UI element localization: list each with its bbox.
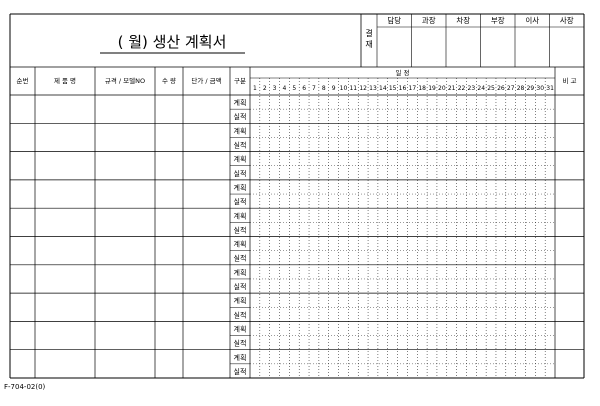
row-type-label: 계획: [234, 240, 247, 249]
column-header: 제 품 명: [54, 76, 76, 85]
day-number: 25: [487, 85, 495, 92]
day-number: 10: [340, 85, 348, 92]
column-header: 구분: [234, 77, 246, 85]
row-type-label: 계획: [234, 183, 247, 192]
day-number: 15: [389, 85, 397, 92]
day-number: 13: [369, 85, 377, 92]
column-header: 비 고: [562, 76, 576, 85]
row-type-label: 계획: [234, 268, 247, 277]
day-number: 7: [312, 85, 316, 92]
row-type-label: 계획: [234, 98, 247, 107]
row-type-label: 실적: [234, 254, 247, 263]
row-type-label: 실적: [234, 310, 247, 319]
row-type-label: 실적: [234, 141, 247, 150]
day-number: 22: [458, 85, 466, 92]
row-type-label: 실적: [234, 197, 247, 206]
day-number: 31: [546, 85, 554, 92]
approval-role-label: 사장: [560, 15, 574, 25]
day-number: 19: [428, 85, 436, 92]
day-number: 9: [332, 85, 336, 92]
form-code: F-704-02(0): [4, 383, 46, 391]
day-number: 4: [283, 85, 287, 92]
row-type-label: 실적: [234, 169, 247, 178]
row-type-label: 계획: [234, 353, 247, 362]
row-type-label: 계획: [234, 211, 247, 220]
day-number: 8: [322, 85, 326, 92]
row-type-label: 계획: [234, 126, 247, 135]
approval-role-label: 과장: [422, 15, 436, 25]
row-type-label: 실적: [234, 112, 247, 121]
row-type-label: 실적: [234, 367, 247, 376]
form-title: ( 월) 생산 계획서: [118, 33, 227, 51]
day-number: 3: [273, 85, 277, 92]
day-number: 23: [468, 85, 476, 92]
approval-role-label: 이사: [525, 15, 539, 25]
approval-label-char: 재: [365, 40, 372, 49]
approval-role-label: 담당: [387, 15, 401, 25]
approval-role-label: 부장: [491, 15, 505, 25]
column-header: 수 량: [162, 77, 176, 85]
day-number: 11: [349, 85, 357, 92]
approval-label: 결재: [365, 28, 372, 49]
column-header: 일 정: [395, 68, 409, 77]
row-type-label: 계획: [234, 296, 247, 305]
day-number: 1: [253, 85, 257, 92]
column-header: 규격 / 모델NO: [105, 77, 145, 85]
day-number: 6: [302, 85, 306, 92]
day-number: 30: [536, 85, 544, 92]
day-number: 18: [418, 85, 426, 92]
row-type-label: 실적: [234, 339, 247, 348]
day-number: 5: [292, 85, 296, 92]
column-header: 단가 / 금액: [191, 76, 221, 85]
day-number: 17: [409, 85, 417, 92]
day-number: 21: [448, 85, 456, 92]
day-number: 12: [359, 85, 367, 92]
day-number: 28: [517, 85, 525, 92]
day-number: 2: [263, 85, 267, 92]
day-number: 14: [379, 85, 387, 92]
day-number: 16: [399, 85, 407, 92]
approval-role-label: 차장: [456, 15, 470, 25]
column-header: 순번: [17, 76, 29, 85]
day-number: 24: [477, 85, 485, 92]
row-type-label: 실적: [234, 225, 247, 234]
row-type-label: 계획: [234, 155, 247, 164]
day-number: 27: [507, 85, 515, 92]
approval-label-char: 결: [365, 28, 372, 38]
day-number: 20: [438, 85, 446, 92]
day-number: 26: [497, 85, 505, 92]
row-type-label: 실적: [234, 282, 247, 291]
row-type-label: 계획: [234, 324, 247, 333]
day-number: 29: [527, 85, 535, 92]
